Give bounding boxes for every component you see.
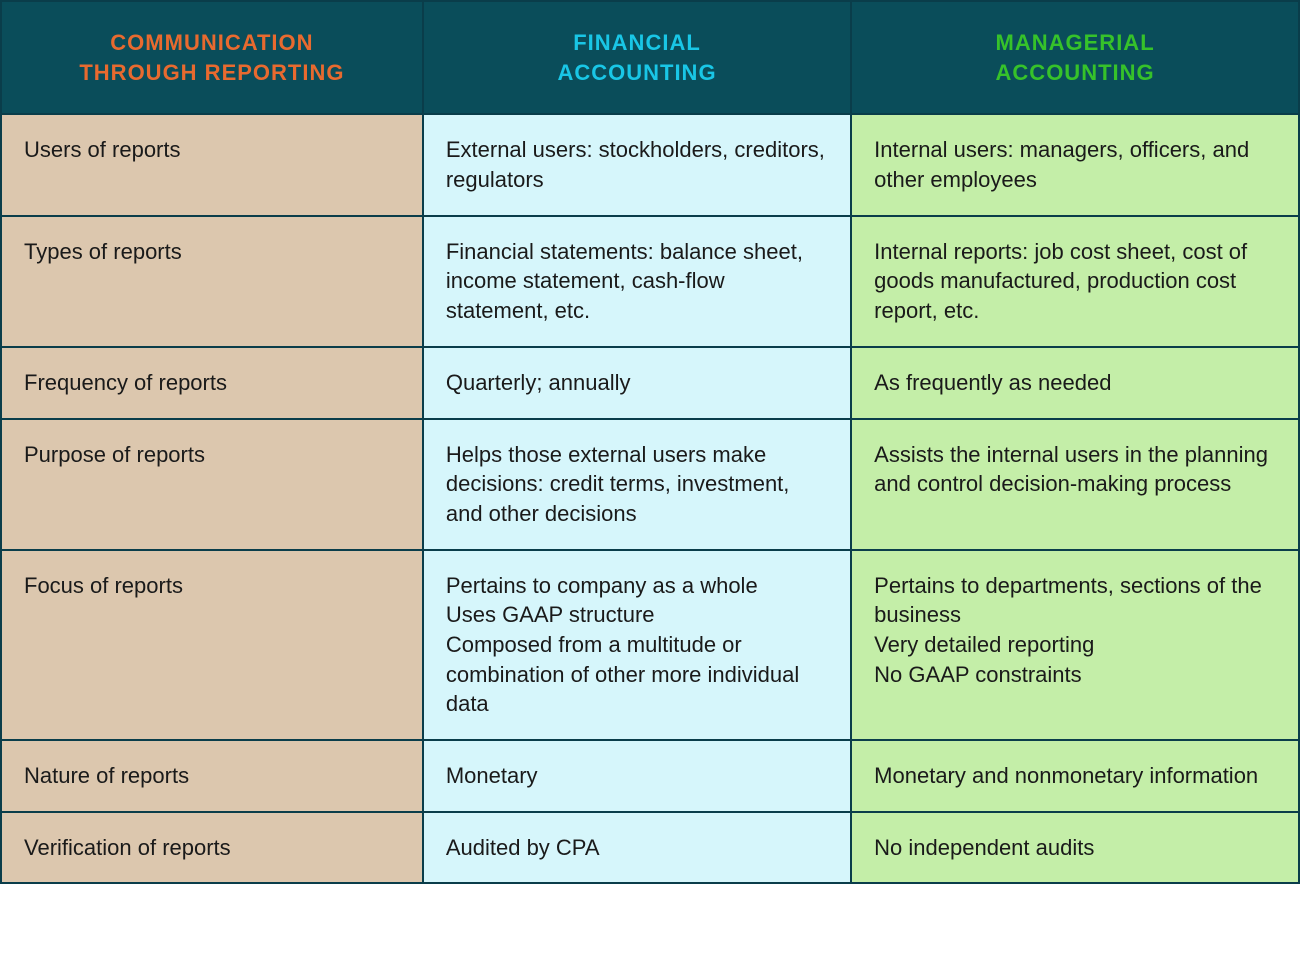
financial-cell: Audited by CPA <box>423 812 851 884</box>
comparison-table-wrap: COMMUNICATION THROUGH REPORTING FINANCIA… <box>0 0 1300 884</box>
table-head: COMMUNICATION THROUGH REPORTING FINANCIA… <box>1 1 1299 114</box>
header-financial: FINANCIAL ACCOUNTING <box>423 1 851 114</box>
row-label-cell: Verification of reports <box>1 812 423 884</box>
header-row: COMMUNICATION THROUGH REPORTING FINANCIA… <box>1 1 1299 114</box>
table-row: Nature of reportsMonetaryMonetary and no… <box>1 740 1299 812</box>
financial-cell: Helps those external users make decision… <box>423 419 851 550</box>
header-financial-line1: FINANCIAL <box>573 30 701 55</box>
table-row: Users of reportsExternal users: stockhol… <box>1 114 1299 215</box>
managerial-cell: Monetary and nonmonetary information <box>851 740 1299 812</box>
row-label-cell: Types of reports <box>1 216 423 347</box>
table-row: Focus of reportsPertains to company as a… <box>1 550 1299 740</box>
header-managerial-line2: ACCOUNTING <box>996 60 1155 85</box>
financial-cell: Pertains to company as a whole Uses GAAP… <box>423 550 851 740</box>
row-label-cell: Purpose of reports <box>1 419 423 550</box>
row-label-cell: Frequency of reports <box>1 347 423 419</box>
table-body: Users of reportsExternal users: stockhol… <box>1 114 1299 883</box>
header-financial-line2: ACCOUNTING <box>557 60 716 85</box>
financial-cell: Financial statements: balance sheet, inc… <box>423 216 851 347</box>
header-communication: COMMUNICATION THROUGH REPORTING <box>1 1 423 114</box>
header-communication-line1: COMMUNICATION <box>110 30 313 55</box>
table-row: Types of reportsFinancial statements: ba… <box>1 216 1299 347</box>
row-label-cell: Focus of reports <box>1 550 423 740</box>
table-row: Frequency of reportsQuarterly; annuallyA… <box>1 347 1299 419</box>
comparison-table: COMMUNICATION THROUGH REPORTING FINANCIA… <box>0 0 1300 884</box>
managerial-cell: No independent audits <box>851 812 1299 884</box>
financial-cell: Quarterly; annually <box>423 347 851 419</box>
financial-cell: External users: stockholders, creditors,… <box>423 114 851 215</box>
managerial-cell: Pertains to departments, sections of the… <box>851 550 1299 740</box>
header-communication-line2: THROUGH REPORTING <box>79 60 344 85</box>
table-row: Verification of reportsAudited by CPANo … <box>1 812 1299 884</box>
row-label-cell: Nature of reports <box>1 740 423 812</box>
managerial-cell: Assists the internal users in the planni… <box>851 419 1299 550</box>
financial-cell: Monetary <box>423 740 851 812</box>
header-managerial-line1: MANAGERIAL <box>996 30 1155 55</box>
managerial-cell: Internal reports: job cost sheet, cost o… <box>851 216 1299 347</box>
managerial-cell: Internal users: managers, officers, and … <box>851 114 1299 215</box>
table-row: Purpose of reportsHelps those external u… <box>1 419 1299 550</box>
header-managerial: MANAGERIAL ACCOUNTING <box>851 1 1299 114</box>
managerial-cell: As frequently as needed <box>851 347 1299 419</box>
row-label-cell: Users of reports <box>1 114 423 215</box>
